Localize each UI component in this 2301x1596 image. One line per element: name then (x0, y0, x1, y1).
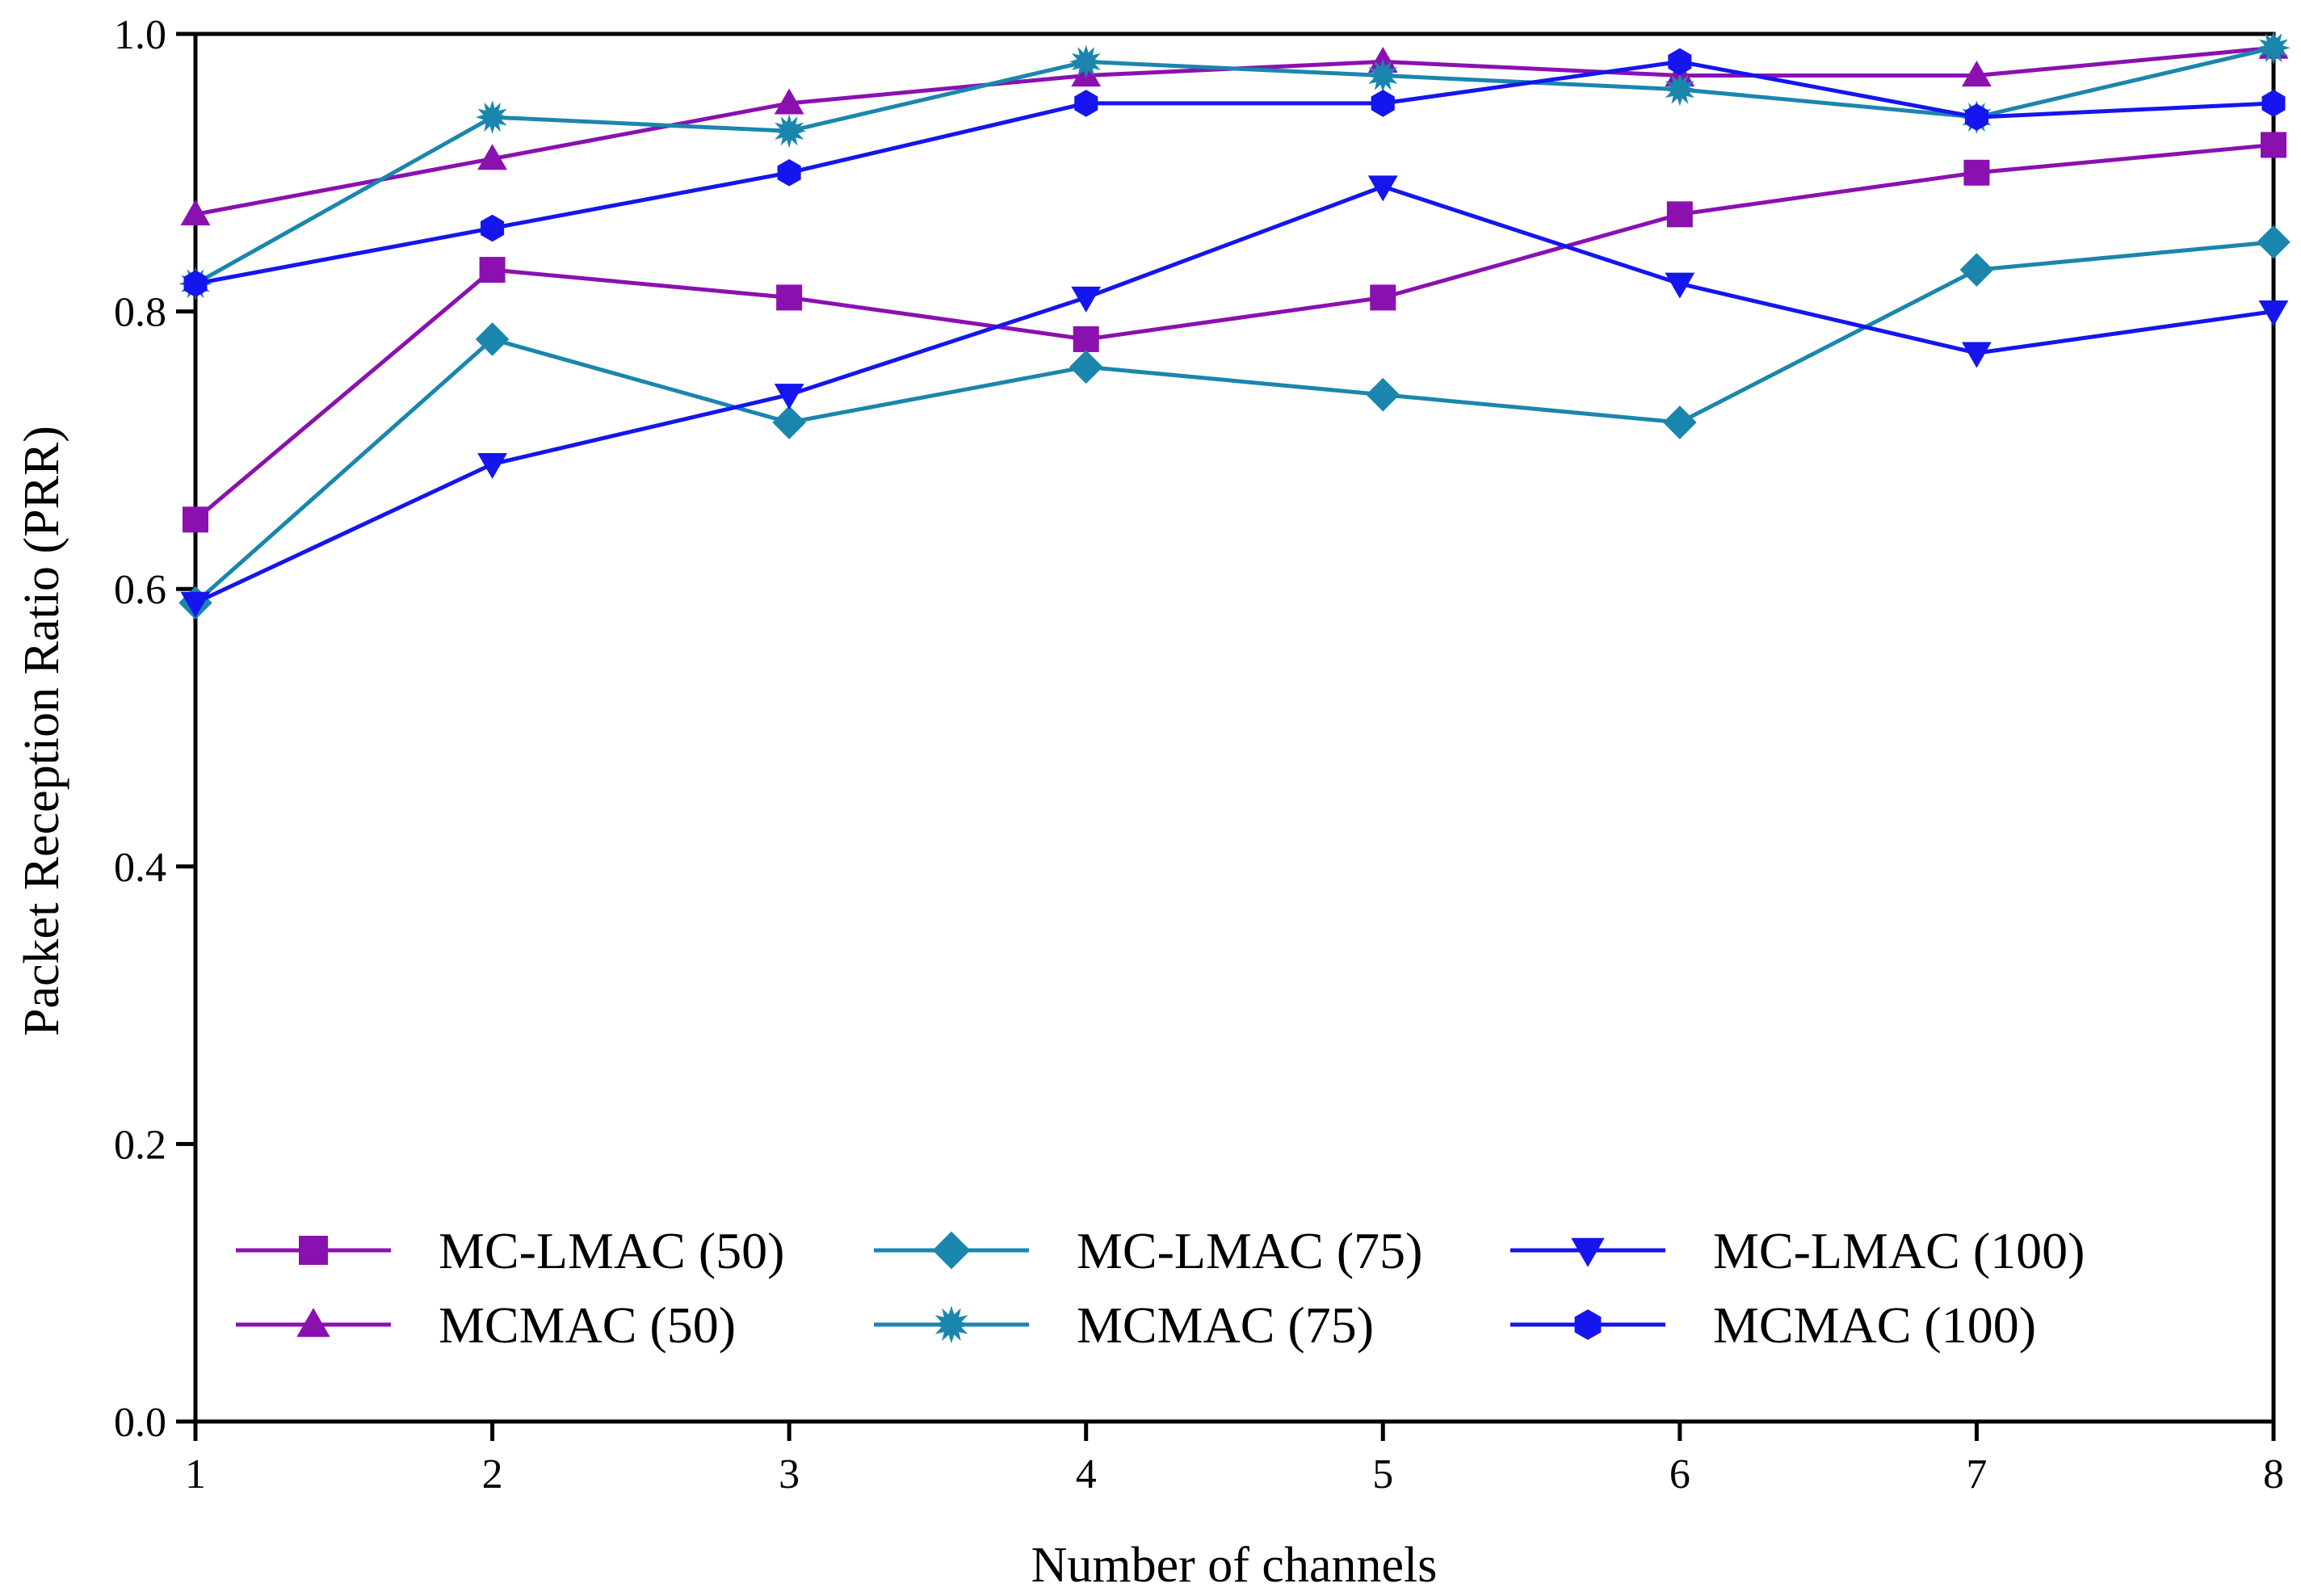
legend-label: MCMAC (100) (1713, 1296, 2036, 1354)
legend-label: MCMAC (50) (439, 1296, 736, 1354)
data-point (2261, 90, 2286, 117)
x-tick-label: 6 (1669, 1451, 1690, 1497)
data-point (1962, 61, 1992, 87)
y-tick-label: 0.4 (114, 845, 166, 891)
data-point (1370, 284, 1396, 311)
x-axis-label: Number of channels (1031, 1538, 1438, 1593)
axes: 0.0 0.2 0.4 0.6 0.8 1.0 1 2 3 4 5 6 7 8 (114, 12, 2284, 1497)
legend: MC-LMAC (50) MCMAC (50) MC-LMAC (75) MCMAC … (236, 1222, 2085, 1354)
data-point (1071, 286, 1102, 313)
data-point (475, 322, 510, 356)
series-line (194, 45, 2274, 286)
data-point (477, 144, 507, 170)
data-point (1964, 103, 1988, 131)
y-tick-label: 0.2 (114, 1122, 166, 1168)
legend-item: MCMAC (75) (874, 1296, 1374, 1354)
data-point (1366, 377, 1400, 412)
legend-marker (296, 1308, 330, 1338)
series-lines (178, 31, 2291, 620)
y-tick-label: 0.6 (114, 567, 166, 613)
data-point (1663, 72, 1697, 107)
data-point (1668, 48, 1692, 76)
legend-label: MCMAC (75) (1077, 1296, 1374, 1354)
y-tick-label: 0.0 (114, 1400, 166, 1446)
series-line (195, 59, 2274, 286)
data-point (180, 199, 211, 225)
legend-marker (932, 1305, 971, 1344)
data-point (475, 100, 510, 134)
x-tick-label: 5 (1372, 1451, 1393, 1497)
legend-label: MC-LMAC (75) (1077, 1222, 1422, 1279)
series-line (194, 184, 2274, 605)
data-point (1666, 201, 1693, 228)
data-point (2257, 31, 2291, 65)
plot-frame (193, 32, 2276, 1424)
data-point (1069, 350, 1103, 384)
data-point (776, 284, 803, 311)
data-point (481, 214, 505, 242)
y-axis-label: Packet Reception Ratio (PRR) (15, 426, 69, 1036)
data-point (1074, 90, 1098, 117)
data-point (183, 506, 208, 533)
y-tick-label: 0.8 (114, 290, 166, 336)
data-point (1963, 159, 1990, 186)
data-point (774, 384, 804, 410)
data-point (2258, 300, 2289, 326)
data-point (772, 114, 806, 149)
x-tick-label: 3 (779, 1451, 800, 1497)
data-point (1959, 253, 1994, 287)
legend-marker (299, 1236, 328, 1265)
data-point (1962, 342, 1992, 368)
data-point (774, 88, 804, 115)
series-line (194, 142, 2274, 522)
series-line (194, 240, 2274, 605)
data-point (1366, 58, 1400, 93)
data-point (777, 159, 801, 187)
data-point (479, 257, 506, 284)
data-point (1371, 90, 1395, 117)
legend-item: MCMAC (50) (236, 1296, 736, 1354)
data-point (1367, 175, 1398, 202)
x-tick-label: 7 (1966, 1451, 1987, 1497)
legend-item: MC-LMAC (75) (874, 1222, 1422, 1279)
legend-marker (1571, 1237, 1605, 1267)
data-point (772, 405, 806, 439)
series-line (195, 45, 2274, 216)
x-tick-label: 2 (482, 1451, 503, 1497)
legend-label: MC-LMAC (50) (439, 1222, 784, 1279)
data-point (180, 591, 211, 618)
data-point (477, 452, 507, 479)
legend-item: MC-LMAC (100) (1510, 1222, 2085, 1279)
legend-marker (1574, 1309, 1602, 1340)
data-point (183, 270, 208, 297)
x-tick-label: 4 (1076, 1451, 1097, 1497)
series-2 (178, 225, 2291, 620)
data-point (1073, 326, 1099, 352)
series-4 (180, 175, 2289, 618)
legend-marker (932, 1231, 971, 1270)
legend-item: MCMAC (100) (1510, 1296, 2036, 1354)
data-point (2261, 132, 2286, 158)
data-point (1663, 405, 1697, 439)
data-point (1069, 44, 1103, 79)
y-tick-label: 1.0 (114, 12, 166, 58)
series-1 (180, 32, 2289, 225)
legend-item: MC-LMAC (50) (236, 1222, 784, 1279)
x-tick-label: 1 (185, 1451, 206, 1497)
data-point (1665, 272, 1695, 299)
data-point (2257, 225, 2291, 259)
series-5 (183, 48, 2286, 297)
x-tick-label: 8 (2263, 1451, 2284, 1497)
series-0 (183, 132, 2286, 533)
legend-label: MC-LMAC (100) (1713, 1222, 2085, 1279)
